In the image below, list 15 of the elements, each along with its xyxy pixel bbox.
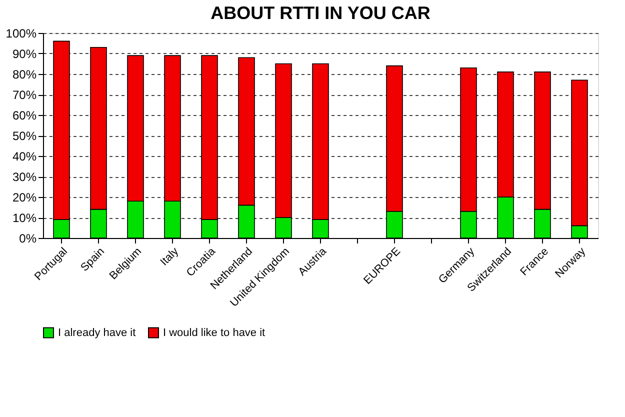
y-tick-label: 30%	[12, 170, 37, 184]
y-tick-label: 20%	[12, 190, 37, 204]
y-tick-label: 70%	[12, 88, 37, 102]
y-tick-label: 60%	[12, 108, 37, 122]
legend-label: I already have it	[58, 326, 136, 339]
y-tick-label: 80%	[12, 68, 37, 82]
y-tick-label: 0%	[19, 232, 37, 246]
y-tick-label: 90%	[12, 47, 37, 61]
y-tick-label: 100%	[6, 26, 37, 40]
y-tick-label: 40%	[12, 150, 37, 164]
y-tick-label: 50%	[12, 129, 37, 143]
y-tick-label: 10%	[12, 211, 37, 225]
chart-title: ABOUT RTTI IN YOU CAR	[210, 3, 430, 23]
x-tick-label: Italy	[158, 245, 182, 268]
legend-label: I would like to have it	[163, 326, 266, 339]
